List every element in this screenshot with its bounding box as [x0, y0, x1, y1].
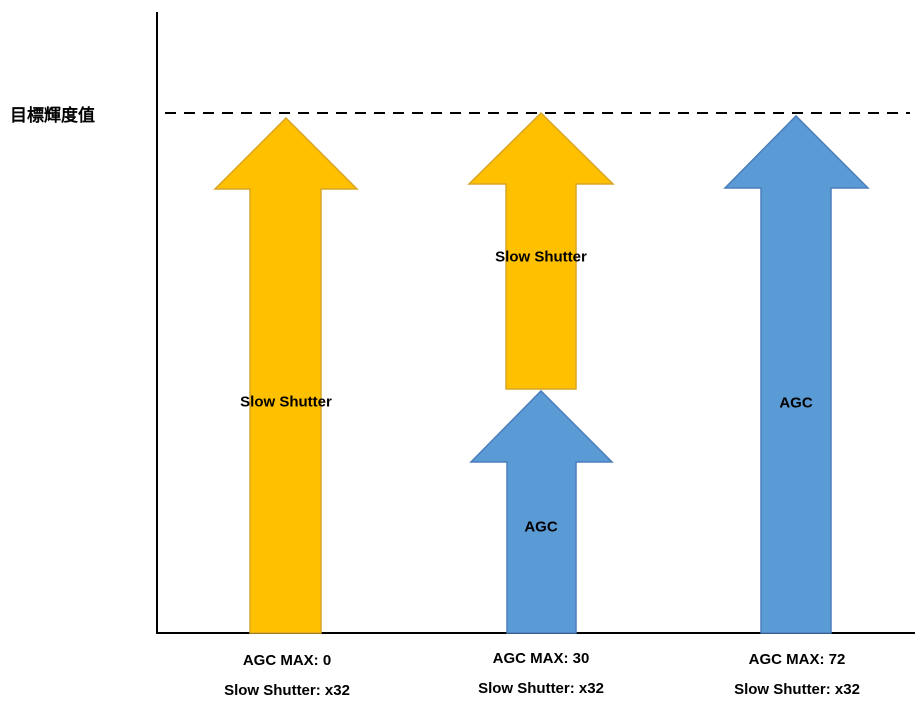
- agc-arrow-col3: [723, 114, 870, 634]
- agc-label-col2: AGC: [524, 518, 558, 536]
- slow-shutter-setting-label: Slow Shutter: x32: [478, 680, 604, 697]
- category-label-col3: AGC MAX: 72 Slow Shutter: x32: [734, 645, 860, 705]
- category-label-col2: AGC MAX: 30 Slow Shutter: x32: [478, 644, 604, 704]
- agc-max-label: AGC MAX: 72: [748, 651, 846, 668]
- agc-label-col3: AGC: [779, 394, 813, 412]
- category-label-col1: AGC MAX: 0 Slow Shutter: x32: [224, 646, 350, 706]
- agc-max-label: AGC MAX: 30: [492, 650, 590, 667]
- slow-shutter-arrow-col2: [467, 111, 615, 390]
- agc-max-label: AGC MAX: 0: [242, 652, 332, 669]
- slow-shutter-setting-label: Slow Shutter: x32: [734, 681, 860, 698]
- slow-shutter-setting-label: Slow Shutter: x32: [224, 682, 350, 699]
- slow-shutter-arrow-col1: [213, 116, 359, 634]
- slow-shutter-label-col2: Slow Shutter: [495, 248, 587, 266]
- slow-shutter-label-col1: Slow Shutter: [240, 393, 332, 411]
- agc-arrow-col2: [469, 389, 614, 634]
- target-brightness-label: 目標輝度值: [10, 106, 95, 126]
